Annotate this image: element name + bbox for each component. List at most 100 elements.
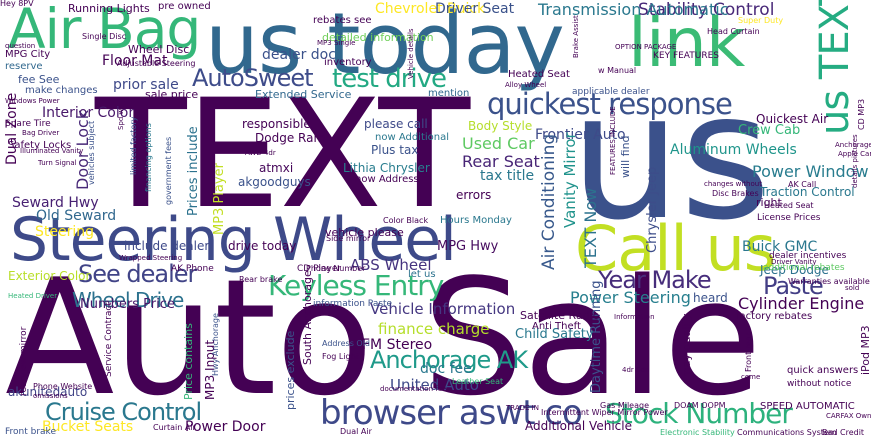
word-license-prices: License Prices [757,213,821,223]
word-used-car: Used Car [462,134,535,153]
word-now-address: now Address [355,174,419,185]
word-windows-power: Windows Power [5,97,60,105]
word-steering-wheel: Steering Wheel [10,205,457,275]
word-changes-without: changes without [704,180,762,188]
word-bag-driver: Bag Driver [22,129,60,137]
word-cylinder-engine: Cylinder Engine [738,294,865,313]
word-mpg-city: MPG City [5,49,51,60]
word-exterior-color: Exterior Color [8,269,91,283]
word-paste: Paste [763,272,824,300]
word-electronic-stability: Electronic Stability [660,428,735,437]
word-phone-number: Phone Number [306,264,366,273]
word-address-old: Address Old [322,339,370,348]
word-4dr-sdn: 4dr Sdn [622,366,650,374]
word-lithia-chrysler: Lithia Chrysler [343,161,430,175]
word-mpg-hwy: MPG Hwy [437,239,499,254]
word-mp3-single: MP3 Single [317,39,356,47]
word-speed-automatic: SPEED AUTOMATIC [760,401,855,412]
word-adjustable-steering: Adjustable Steering [117,59,196,68]
word-body-style: Body Style [468,119,533,133]
word-link: link [628,4,745,83]
word-text-now: TEXT Now [581,187,600,268]
word-information: Information [614,313,655,321]
word-cd-player: CD Player [297,264,342,274]
word-heated-seat: Heated Seat [764,201,814,210]
word-additional-rebates: additional rebates [763,263,845,273]
word-prices-include: Prices include [186,126,201,216]
word-crew-cab: Crew Cab [738,123,801,138]
word-quickest-air: Quickest Air [756,112,829,126]
word-safety-locks: Safety Locks [8,140,72,151]
word-traction-control: Traction Control [760,185,855,199]
word-heated-driver: Heated Driver [8,292,58,300]
word-stability-control: Stability Control [638,0,775,20]
word-financing-options: financing options [144,123,153,192]
word-come: come [741,373,761,381]
word-sale-price: sale price [145,88,199,101]
word-mention: mention [428,88,470,99]
word-dodge-ram: Dodge Ram [255,131,326,145]
word-apple-carplay: Apple CarPlay [838,150,871,158]
word-quick-answers: quick answers [787,365,859,376]
word-super-duty: Super Duty [738,16,784,25]
word-awd-4dr: AWD 4dr [245,149,276,157]
word-leather-seat: Leather Seat [452,377,504,386]
word-fog-light: Fog Light [322,352,359,361]
word-warranties-available: Warranties available [788,277,870,286]
word-child-safety: Child Safety [515,327,594,342]
word-running-lights: Running Lights [68,2,150,15]
word-fee-see: fee See [18,73,60,86]
word-let-us: let us [408,269,436,280]
word-detailed-information: detailed information [322,31,434,44]
word-intermittent-wiper-mirror-power: Intermittent Wiper Mirror Power [541,408,668,417]
word-hours-monday: Hours Monday [440,215,512,226]
word-atmxi: atmxi [259,161,294,175]
word-curtain-air: Curtain Air [153,423,196,432]
word-now-additional: now Additional [375,132,450,143]
word-head-curtain: Head Curtain [707,27,760,36]
word-abs-wheel: ABS Wheel [350,256,432,274]
word-dealer-incentives: dealer incentives [769,251,847,261]
word-us: us [570,56,771,259]
word-power-door: Power Door [185,419,266,435]
word-errors: errors [456,188,492,202]
word-disc-brakes: Disc Brakes [712,189,759,198]
word-hwy-anchorage: Hwy Anchorage [211,313,220,376]
word-omissions: omissions [33,392,68,400]
word-include-dealer: include dealer [124,239,210,253]
word-rebates-see: rebates see [313,15,372,26]
word-old-seward: Old Seward [36,208,117,224]
word-fm-stereo: FM Stereo [362,337,433,353]
word-heard: heard [693,291,728,305]
word-mp3-player: MP3 Player [212,163,227,235]
word-pre-owned: pre owned [158,1,211,12]
word-bad-credit: Bad Credit [822,428,865,437]
word-cd-mp3: CD MP3 [857,98,866,130]
word-vehicle-details: Vehicle details [407,28,415,79]
word-vehicle-please: vehicle please [325,226,404,239]
word-service-contract: Service Contract [104,302,114,377]
word-gas-mileage: Gas Mileage [600,401,649,410]
word-limited-factory: limited factory [129,116,138,175]
word-stock-number: Stock Number [605,397,793,430]
word-hey-8pv: Hey 8PV [0,0,34,8]
word-sold: sold [845,284,860,292]
word-vehicle-information: Vehicle Information [370,300,516,318]
word-price-contains: Price contains [182,323,195,400]
word-brake-assist: Brake Assist [572,15,580,58]
word-power-window: Power Window [752,162,869,181]
word-call-us: Call us [575,212,776,285]
word-information-paste: information Paste [313,299,393,309]
word-inventory: inventory [324,57,372,68]
word-akunitedauto: akunitedauto [8,385,88,399]
word-features-include: FEATURES INCLUDE [609,106,617,175]
word-rear-seat: Rear Seat [462,152,540,171]
word-spd-w: Spd w [117,108,125,130]
word-wheel-drive: Wheel Drive [72,288,184,312]
word-carfax-owner: CARFAX Owner [826,412,871,420]
word-doam-oopm: DOAM OOPM [674,401,726,410]
word-color-black: Color Black [383,216,429,225]
word-quickest-response: quickest response [487,87,733,121]
word-browser-aswt-co: browser aswt co [320,393,583,433]
